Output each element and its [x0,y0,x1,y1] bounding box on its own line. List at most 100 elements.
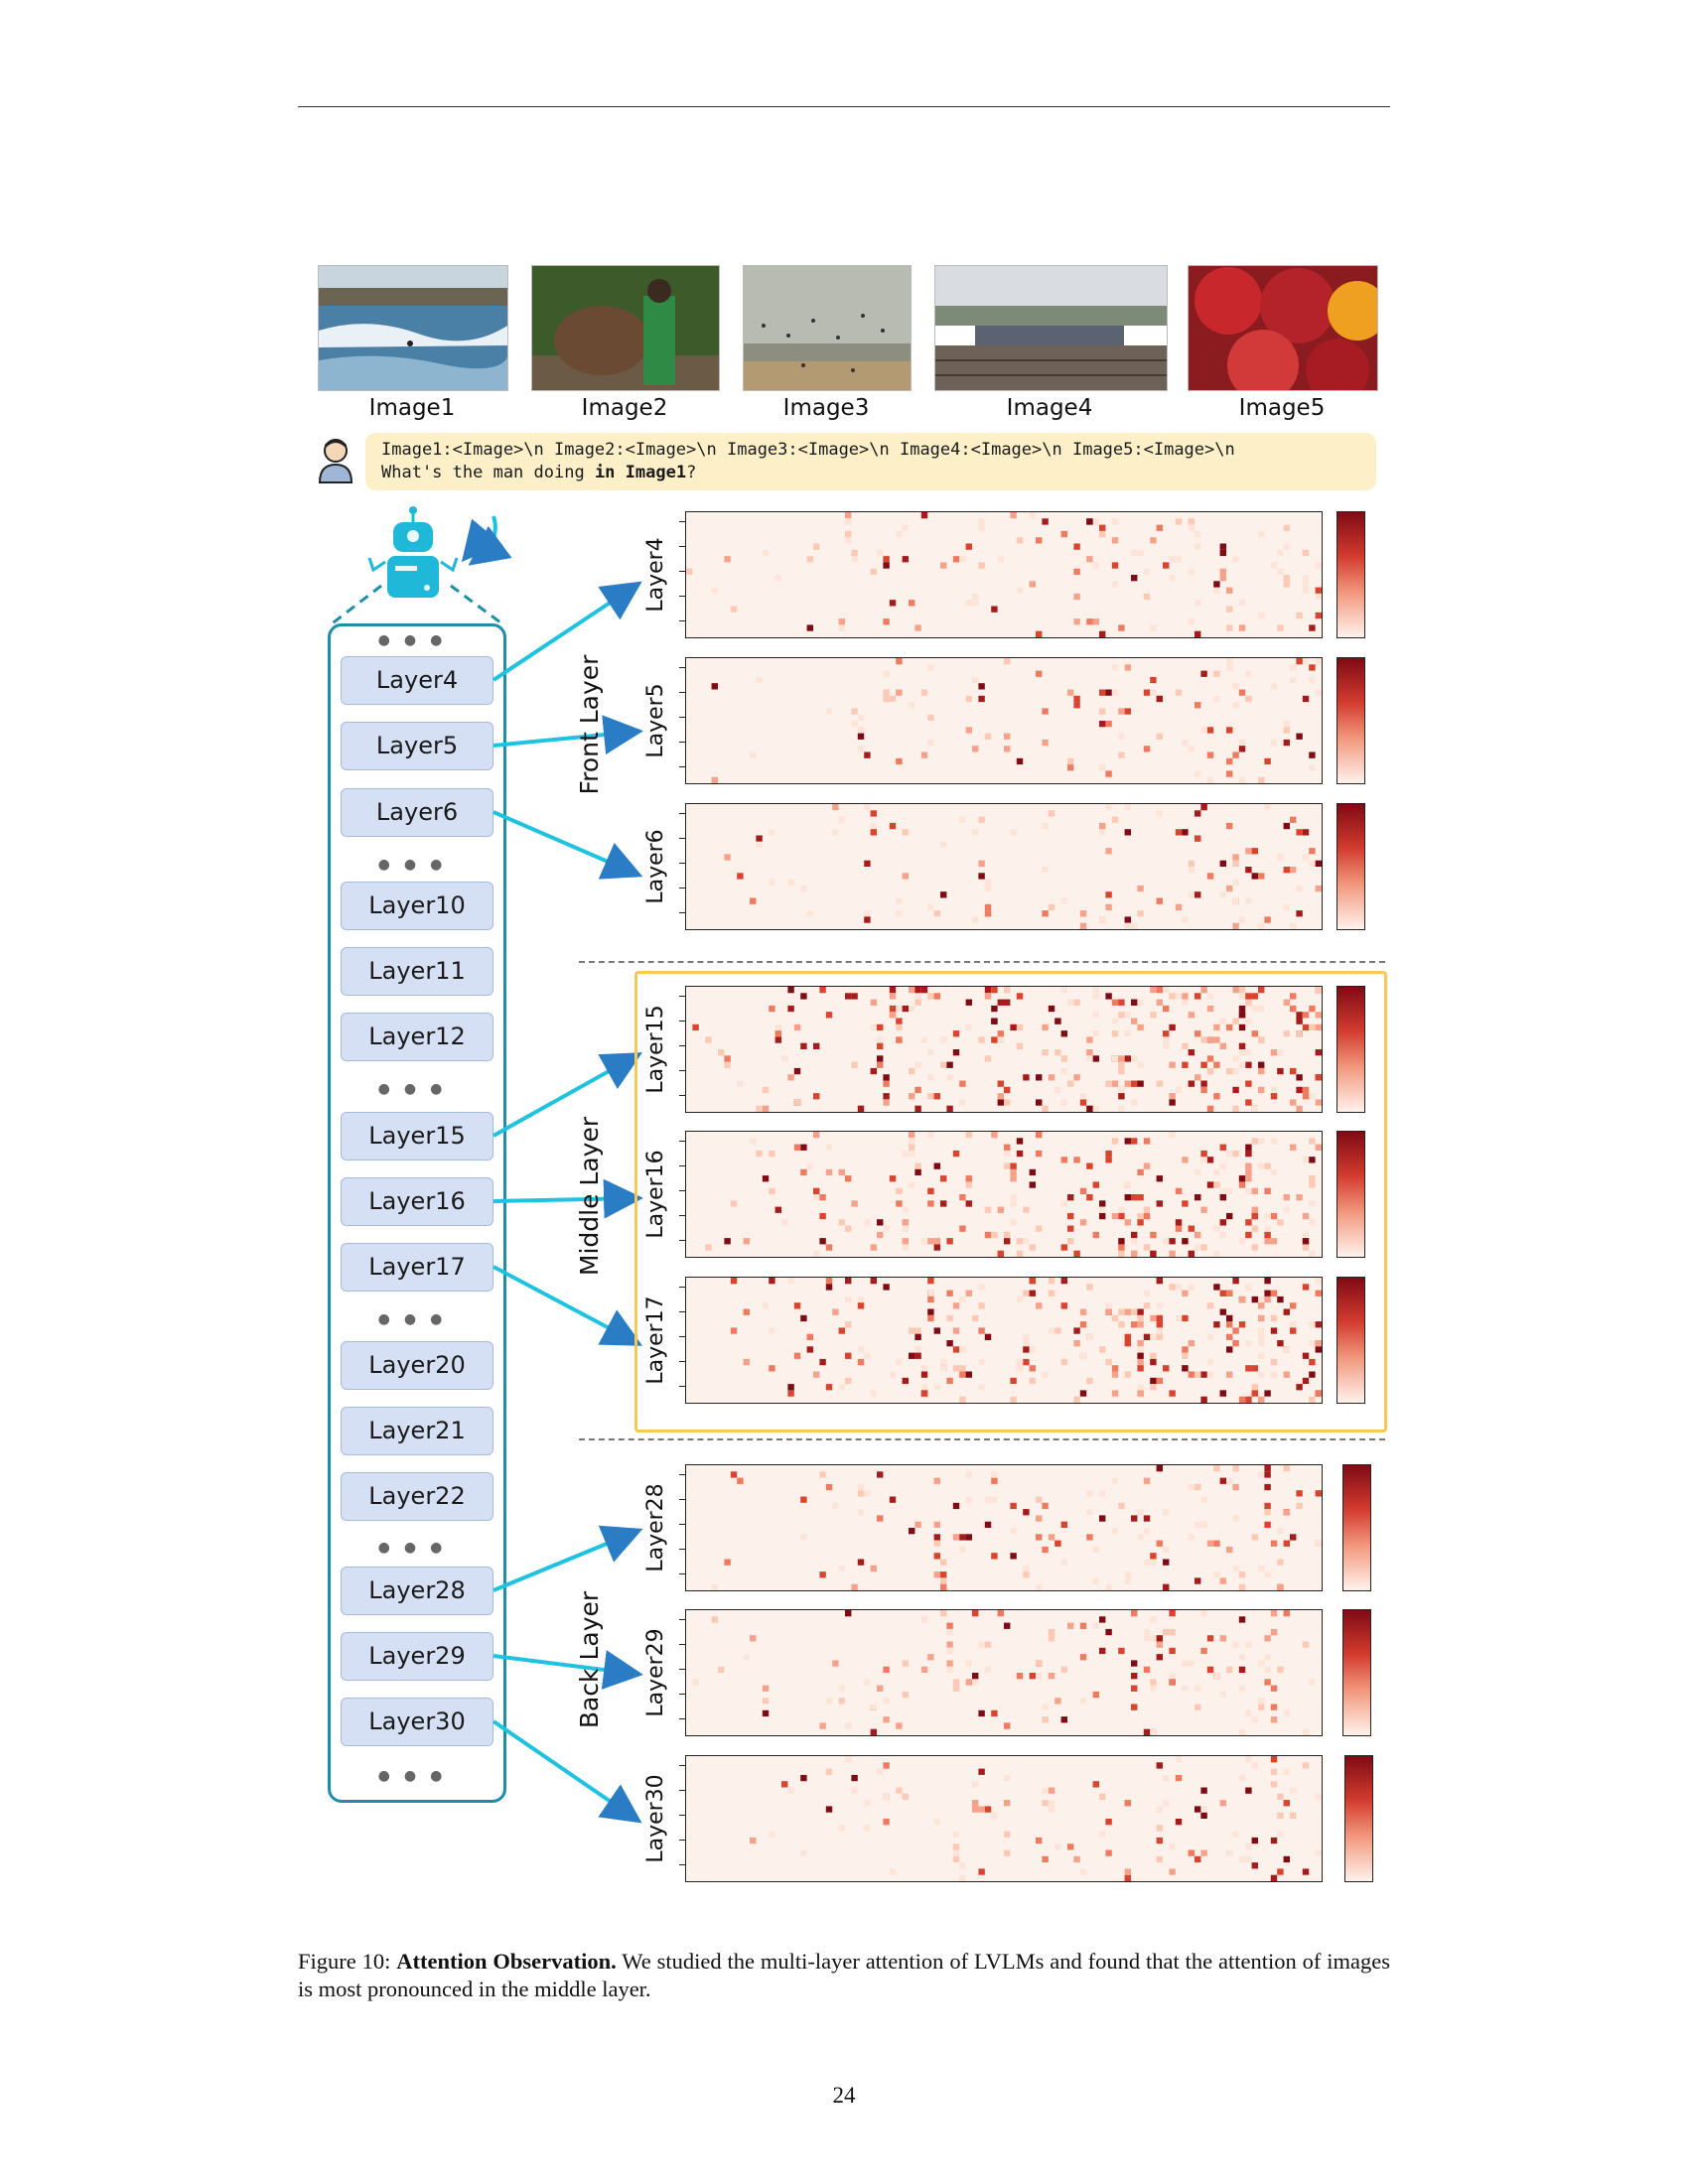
heatmap-cell [1150,1231,1157,1239]
heatmap-cell [1156,1540,1163,1547]
heatmap-cell [1302,549,1310,557]
heatmap-cell [1175,993,1183,1000]
heatmap-cell [1315,587,1322,594]
heatmap-cell [959,1546,966,1554]
heatmap-cell [1060,1067,1067,1075]
heatmap-cell [889,695,897,703]
heatmap-cell [952,1150,960,1158]
heatmap-cell [1092,1105,1099,1112]
heatmap-cell [997,999,1004,1006]
heatmap-cell [1079,1093,1087,1100]
heatmap-cell [965,1290,972,1297]
heatmap-cell [845,537,852,544]
ellipsis-dots: ●●● [377,632,457,648]
heatmap-cell [940,1358,947,1366]
heatmap-cell [1143,593,1151,601]
heatmap-cell [959,556,966,563]
heatmap-tick [679,1386,685,1387]
heatmap-cell [1124,1194,1131,1201]
heatmap-cell [909,702,915,709]
heatmap-cell [1302,1212,1310,1220]
heatmap-cell [1060,1055,1067,1062]
heatmap-cell [896,530,903,538]
heatmap-cell [1131,1099,1138,1106]
heatmap-cell [1264,916,1271,923]
heatmap-cell [1302,1377,1310,1385]
heatmap-cell [1232,683,1239,690]
heatmap-cell [1105,1150,1112,1158]
heatmap-cell [1238,1024,1246,1031]
heatmap-cell [1023,1238,1030,1245]
heatmap-cell [705,1244,712,1251]
heatmap-cell [1226,1150,1233,1158]
heatmap-cell [1251,1206,1258,1213]
heatmap-cell [1079,1321,1087,1328]
heatmap-cell [1296,829,1303,836]
heatmap-cell [1309,764,1316,771]
heatmap-cell [920,1390,928,1397]
heatmap-cell [832,1308,839,1315]
heatmap-cell [774,1030,781,1037]
ellipsis-dots: ●●● [377,1540,457,1556]
front-layer-label: Front Layer [575,654,604,795]
heatmap-cell [1251,1762,1258,1769]
heatmap-cell [1277,1219,1284,1226]
heatmap-cell [1283,721,1290,728]
heatmap-cell [1258,1067,1265,1075]
heatmap-cell [825,1168,833,1176]
heatmap-cell [1232,987,1239,994]
heatmap-cell [1111,1212,1119,1220]
heatmap-cell [1143,1302,1151,1309]
heatmap-cell [769,1327,775,1334]
heatmap-cell [1226,1546,1233,1554]
heatmap-cell [927,1278,934,1285]
heatmap-cell [711,1616,718,1623]
heatmap-cell [870,999,877,1006]
heatmap-cell [927,664,934,671]
heatmap-cell [1195,1244,1201,1251]
heatmap-cell [984,1055,992,1062]
heatmap-tick [679,717,685,718]
heatmap-cell [1143,746,1151,752]
heatmap-cell [1251,1005,1258,1013]
heatmap-cell [997,1099,1004,1106]
heatmap-cell [870,1244,877,1251]
heatmap-cell [1270,1138,1278,1145]
heatmap-cell [825,1483,833,1491]
heatmap-cell [1309,664,1316,671]
heatmap-cell [1264,1290,1271,1297]
heatmap-cell [1099,530,1106,538]
heatmap-cell [1245,1187,1252,1194]
heatmap-cell [965,1534,972,1541]
heatmap-cell [877,1061,884,1068]
heatmap-cell [965,1496,972,1503]
heatmap-cell [940,1559,947,1566]
heatmap-cell [1105,721,1112,728]
layer-block-10: Layer10 [341,882,493,930]
heatmap-cell [825,1012,833,1019]
heatmap-cell [877,1055,884,1062]
heatmap-cell [1258,1036,1265,1043]
model-layer-stack [328,623,506,1803]
heatmap-cell [1188,568,1195,575]
prompt-bubble: Image1:<Image>\n Image2:<Image>\n Image3… [365,433,1376,490]
heatmap-cell [1004,1150,1011,1158]
heatmap-cell [1309,1340,1316,1347]
heatmap-cell [1309,751,1316,758]
heatmap-cell [952,1855,960,1863]
image5-thumbnail [1188,265,1378,391]
heatmap-cell [896,910,903,917]
caption-title: Attention Observation. [396,1949,617,1974]
heatmap-cell [978,1284,985,1291]
heatmap-cell [1182,829,1189,836]
heatmap-cell [1004,1086,1011,1094]
heatmap-cell [1029,1346,1036,1353]
heatmap-cell [1238,746,1246,752]
heatmap-cell [883,689,890,696]
heatmap-cell [1131,1673,1138,1680]
heatmap-cell [1156,1641,1163,1648]
heatmap-cell [1169,1250,1176,1257]
heatmap-cell [1111,562,1119,569]
heatmap-cell [1073,1327,1080,1334]
heatmap-cell [940,1583,947,1590]
